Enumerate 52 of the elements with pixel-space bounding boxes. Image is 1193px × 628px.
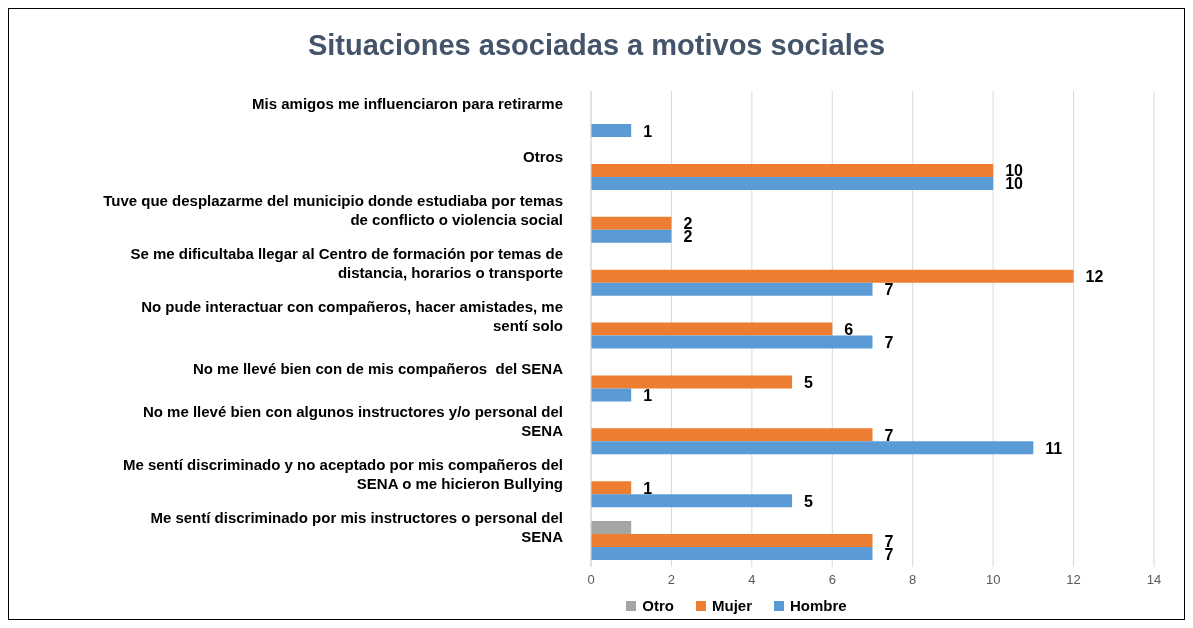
bar <box>591 269 1074 283</box>
bar <box>591 441 1034 455</box>
y-tick-label: Me sentí discriminado por mis instructores o personal del SENA <box>150 509 564 546</box>
x-tick-label: 6 <box>828 572 836 588</box>
data-label: 5 <box>804 373 814 391</box>
data-label: 10 <box>1005 175 1024 193</box>
data-label: 7 <box>884 281 894 299</box>
bar <box>591 163 994 177</box>
x-tick-label: 14 <box>1146 572 1162 588</box>
data-label: 1 <box>643 386 653 404</box>
y-tick-label: No me llevé bien con de mis compañeros del SENA <box>192 359 564 377</box>
data-label: 6 <box>844 321 854 339</box>
bar <box>591 322 833 336</box>
x-tick-label: 2 <box>667 572 676 588</box>
legend-label: Otro <box>641 597 674 614</box>
bar <box>591 534 873 548</box>
bar <box>591 521 632 535</box>
x-tick-label: 8 <box>909 572 917 588</box>
x-tick-label: 12 <box>1066 572 1081 588</box>
y-tick-label: Me sentí discriminado y no aceptado por mis compañeros del SENA o me hicieron Bullying <box>122 456 563 493</box>
y-tick-label: Mis amigos me influenciaron para retirarme <box>252 95 563 113</box>
bar <box>591 176 994 190</box>
bar <box>591 388 632 402</box>
bar <box>591 481 632 495</box>
y-tick-label: No pude interactuar con compañeros, hacer amistades, me sentí solo <box>141 297 563 334</box>
y-tick-label: Otros <box>522 148 563 166</box>
bar <box>591 282 873 296</box>
y-tick-label: Tuve que desplazarme del municipio donde estudiaba por temas de conflicto o violencia social <box>103 191 563 228</box>
data-label: 7 <box>884 426 894 444</box>
bar <box>591 375 793 389</box>
y-tick-label: Se me dificultaba llegar al Centro de formación por temas de distancia, horarios o transporte <box>130 244 563 281</box>
y-tick-label: No me llevé bien con algunos instructores y/o personal del SENA <box>142 403 564 440</box>
x-tick-label: 0 <box>587 572 595 588</box>
legend-label: Mujer <box>711 597 752 614</box>
data-label: 12 <box>1085 268 1104 286</box>
bar <box>591 216 672 230</box>
x-tick-label: 4 <box>748 572 756 588</box>
bar <box>591 494 793 508</box>
legend-label: Hombre <box>789 597 847 614</box>
data-label: 5 <box>804 492 814 510</box>
data-label: 1 <box>643 479 653 497</box>
data-label: 1 <box>643 122 653 140</box>
chart-title: Situaciones asociadas a motivos sociales <box>306 28 886 63</box>
bar <box>591 547 873 561</box>
data-label: 2 <box>683 228 693 246</box>
x-tick-label: 10 <box>985 572 1001 588</box>
bar <box>591 335 873 349</box>
data-label: 7 <box>884 334 894 352</box>
data-label: 11 <box>1045 439 1063 457</box>
bar <box>591 229 672 243</box>
bar <box>591 428 873 442</box>
bar <box>591 124 632 137</box>
